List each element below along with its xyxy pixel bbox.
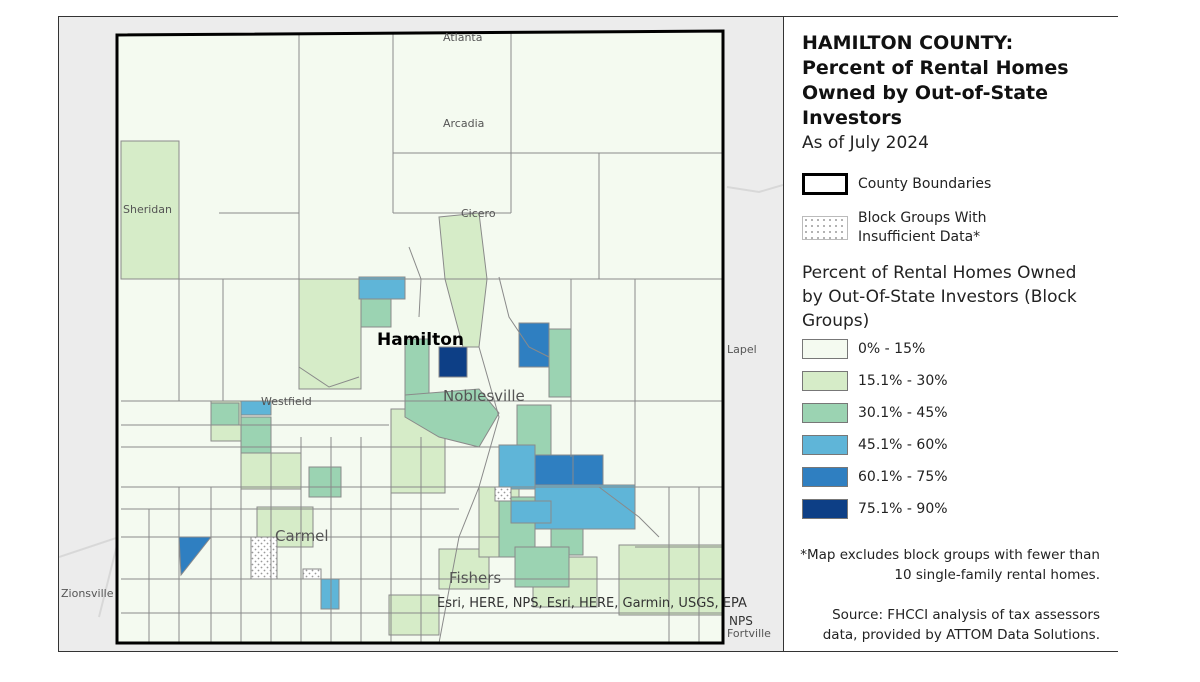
place-label-sheridan: Sheridan [123,203,172,216]
place-label-fortville: Fortville [727,627,771,640]
choropleth-map: Atlanta Arcadia Sheridan Cicero Westfiel… [59,17,783,651]
class-swatch [802,403,848,423]
place-label-carmel: Carmel [275,527,329,545]
dotted-swatch [802,216,848,240]
class-swatch [802,339,848,359]
county-boundary-swatch [802,173,848,195]
class-label: 15.1% - 30% [858,372,948,389]
map-attribution: Esri, HERE, NPS, Esri, HERE, Garmin, USG… [437,596,747,611]
class-swatch [802,435,848,455]
place-label-cicero: Cicero [461,207,496,220]
place-label-hamilton: Hamilton [377,330,464,350]
map-figure: Atlanta Arcadia Sheridan Cicero Westfiel… [58,16,1118,652]
county-area [117,33,723,643]
class-label: 60.1% - 75% [858,468,948,485]
basemap-road [726,184,783,194]
legend-class-1: 15.1% - 30% [802,371,948,391]
class-label: 75.1% - 90% [858,500,948,517]
legend-footnote: *Map excludes block groups with fewer th… [800,547,1100,583]
legend-class-2: 30.1% - 45% [802,403,948,423]
legend-class-0: 0% - 15% [802,339,925,359]
legend-source: Source: FHCCI analysis of tax assessors … [822,607,1100,643]
place-label-arcadia: Arcadia [443,117,484,130]
legend-section-title: Percent of Rental Homes Owned by Out-Of-… [802,263,1077,331]
place-label-zionsville: Zionsville [61,587,114,600]
class-label: 45.1% - 60% [858,436,948,453]
place-label-westfield: Westfield [261,395,312,408]
map-legend: HAMILTON COUNTY: Percent of Rental Homes… [783,17,1118,651]
legend-subtitle: As of July 2024 [802,133,929,153]
place-label-fishers: Fishers [449,569,501,587]
legend-class-4: 60.1% - 75% [802,467,948,487]
class-label: 30.1% - 45% [858,404,948,421]
map-attribution-tail: NPS [729,614,753,628]
class-swatch [802,371,848,391]
legend-label: County Boundaries [858,175,992,192]
legend-county-boundaries: County Boundaries [802,173,991,195]
class-label: 0% - 15% [858,340,926,357]
legend-class-3: 45.1% - 60% [802,435,948,455]
legend-title: HAMILTON COUNTY: Percent of Rental Homes… [802,32,1069,129]
legend-class-5: 75.1% - 90% [802,499,948,519]
county-boundary [115,29,725,645]
block-groups [120,140,724,636]
legend-insufficient-data: Block Groups With Insufficient Data* [802,209,1008,247]
map-canvas: Atlanta Arcadia Sheridan Cicero Westfiel… [59,17,783,651]
place-label-atlanta: Atlanta [443,31,482,44]
legend-label: Block Groups With Insufficient Data* [858,210,987,245]
place-label-lapel: Lapel [727,343,757,356]
place-label-noblesville: Noblesville [443,387,525,405]
class-swatch [802,467,848,487]
block-group-lines [121,33,723,644]
class-swatch [802,499,848,519]
